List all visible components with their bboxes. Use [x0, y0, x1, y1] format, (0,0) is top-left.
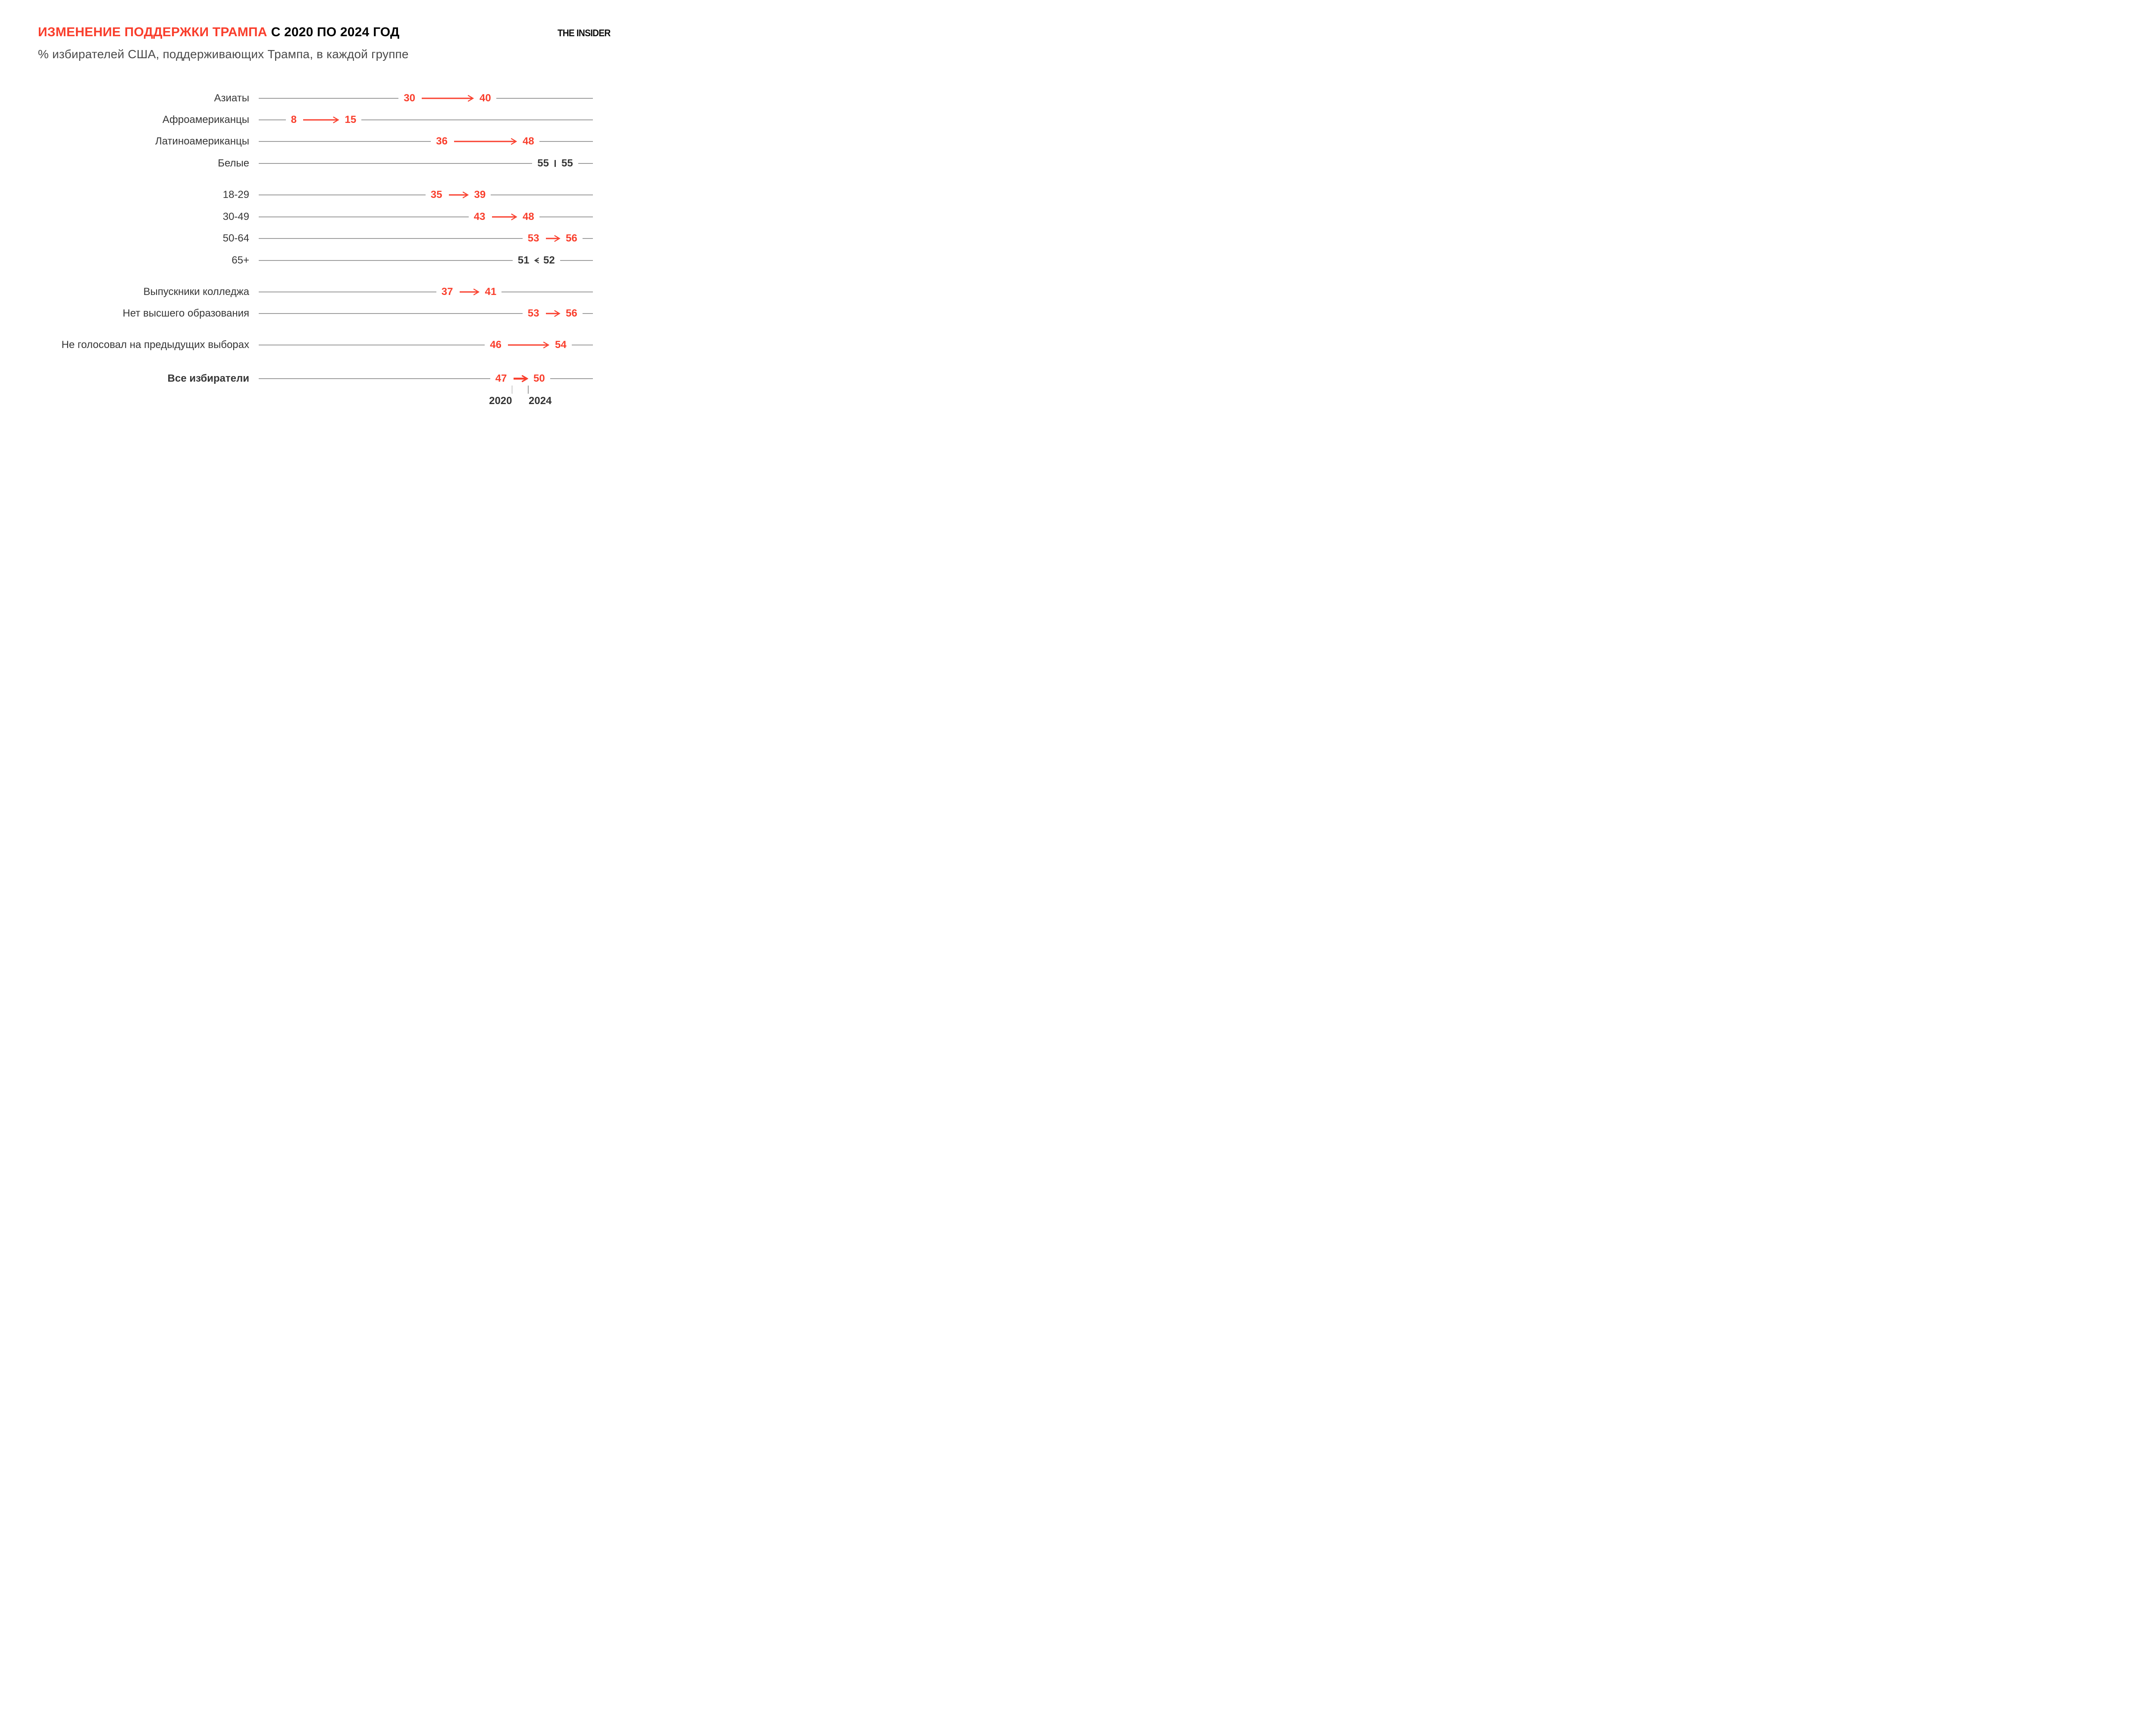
trend-up-arrow-icon	[507, 341, 550, 349]
infographic: ИЗМЕНЕНИЕ ПОДДЕРЖКИ ТРАМПА С 2020 ПО 2024…	[0, 0, 647, 431]
row-baseline	[259, 119, 593, 120]
row-label: 50-64	[222, 232, 249, 244]
row-baseline	[259, 141, 593, 142]
value-2020: 37	[436, 285, 458, 298]
row-baseline	[259, 260, 593, 261]
row-baseline	[259, 238, 593, 239]
value-2020: 52	[539, 254, 560, 267]
trend-down-arrow-icon	[533, 256, 540, 265]
value-2024: 40	[474, 92, 496, 105]
axis-label-2020: 2020	[489, 395, 512, 407]
axis-tick-2020	[511, 386, 513, 394]
row-label: 18-29	[222, 189, 249, 201]
value-2024: 56	[561, 232, 583, 245]
value-2020: 46	[485, 339, 507, 351]
no-change-tick-icon	[555, 160, 556, 167]
value-2020: 53	[522, 232, 545, 245]
value-2024: 39	[469, 188, 491, 201]
trend-up-arrow-icon	[512, 374, 529, 383]
axis-tick-2024	[528, 386, 529, 394]
page-title: ИЗМЕНЕНИЕ ПОДДЕРЖКИ ТРАМПА С 2020 ПО 2024…	[38, 25, 399, 40]
value-2024: 56	[561, 307, 583, 320]
row-baseline	[259, 216, 593, 217]
row-baseline	[259, 313, 593, 314]
value-2020: 36	[431, 135, 453, 148]
row-label: Не голосовал на предыдущих выборах	[61, 339, 249, 351]
row-label: Выпускники колледжа	[143, 286, 249, 298]
trend-up-arrow-icon	[420, 94, 474, 103]
value-2020: 43	[468, 210, 491, 223]
row-label: Все избиратели	[167, 373, 249, 384]
row-baseline	[259, 163, 593, 164]
trend-up-arrow-icon	[302, 116, 340, 124]
trend-up-arrow-icon	[458, 288, 480, 296]
trend-up-arrow-icon	[544, 234, 561, 243]
value-2020: 55	[532, 157, 555, 170]
value-2024: 51	[512, 254, 534, 267]
value-2024: 48	[517, 210, 539, 223]
trend-up-arrow-icon	[490, 213, 517, 221]
page-subtitle: % избирателей США, поддерживающих Трампа…	[38, 47, 409, 61]
row-label: Азиаты	[214, 92, 249, 104]
row-label: 65+	[232, 254, 249, 266]
value-2020: 30	[398, 92, 420, 105]
value-2024: 48	[517, 135, 539, 148]
value-2020: 8	[285, 113, 302, 126]
value-2020: 47	[490, 372, 512, 385]
value-2024: 54	[550, 339, 572, 351]
trend-up-arrow-icon	[447, 191, 469, 199]
row-label: Белые	[218, 157, 249, 169]
axis-label-2024: 2024	[529, 395, 552, 407]
value-2024: 50	[528, 372, 550, 385]
brand-logo: THE INSIDER	[558, 28, 611, 38]
row-label: Нет высшего образования	[122, 307, 249, 319]
value-2024: 15	[339, 113, 362, 126]
value-2024: 41	[479, 285, 502, 298]
row-label: 30-49	[222, 211, 249, 223]
trend-up-arrow-icon	[453, 137, 517, 146]
page-title-rest: С 2020 ПО 2024 ГОД	[271, 25, 400, 39]
row-baseline	[259, 378, 593, 379]
row-label: Латиноамериканцы	[155, 135, 249, 147]
value-2024: 55	[556, 157, 578, 170]
trend-up-arrow-icon	[544, 309, 561, 318]
value-2020: 53	[522, 307, 545, 320]
page-title-accent: ИЗМЕНЕНИЕ ПОДДЕРЖКИ ТРАМПА	[38, 25, 267, 39]
value-2020: 35	[425, 188, 448, 201]
row-label: Афроамериканцы	[162, 114, 249, 125]
